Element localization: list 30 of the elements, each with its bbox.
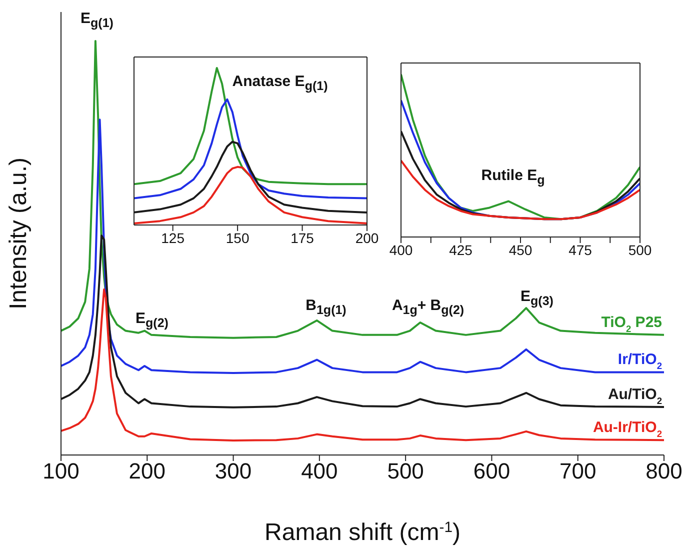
- x-tick-label: 125: [161, 230, 185, 246]
- x-tick-label: 600: [473, 458, 510, 484]
- x-tick-label: 300: [214, 458, 252, 484]
- x-tick-label: 400: [389, 242, 413, 258]
- annotation: B$_{1g(1)}$: [306, 296, 346, 317]
- series-label: Au-Ir/TiO$_{2}$: [592, 419, 662, 440]
- annotation: E$_{g(3)}$: [520, 288, 554, 308]
- series-label: Au/TiO$_{2}$: [608, 386, 662, 406]
- annotation: A$_{1g}$+ B$_{g(2)}$: [392, 296, 464, 317]
- x-tick-label: 425: [449, 242, 473, 258]
- x-tick-label: 700: [560, 458, 596, 484]
- series-label: Ir/TiO$_{2}$: [618, 351, 662, 372]
- x-tick-label: 400: [301, 458, 338, 484]
- x-tick-label: 500: [387, 458, 424, 484]
- annotation: Rutile E$_{g}$: [481, 166, 545, 187]
- x-tick-label: 175: [290, 230, 314, 246]
- text: E$_{g(1)}$: [80, 10, 114, 30]
- x-tick-label: 500: [628, 242, 652, 258]
- series-label: TiO$_{2}$ P25: [601, 314, 662, 334]
- x-tick-label: 475: [568, 242, 592, 258]
- x-axis-title: Raman shift (cm$^{-1}$): [264, 519, 460, 546]
- x-tick-label: 200: [355, 230, 379, 246]
- x-tick-label: 800: [646, 458, 682, 484]
- x-tick-label: 100: [42, 458, 80, 484]
- annotation: Anatase E$_{g(1)}$: [232, 72, 328, 93]
- x-tick-label: 200: [128, 458, 166, 484]
- y-axis-title: Intensity (a.u.): [5, 157, 32, 310]
- annotation: E$_{g(2)}$: [136, 310, 168, 330]
- x-tick-label: 450: [508, 242, 532, 258]
- x-tick-label: 150: [226, 230, 250, 246]
